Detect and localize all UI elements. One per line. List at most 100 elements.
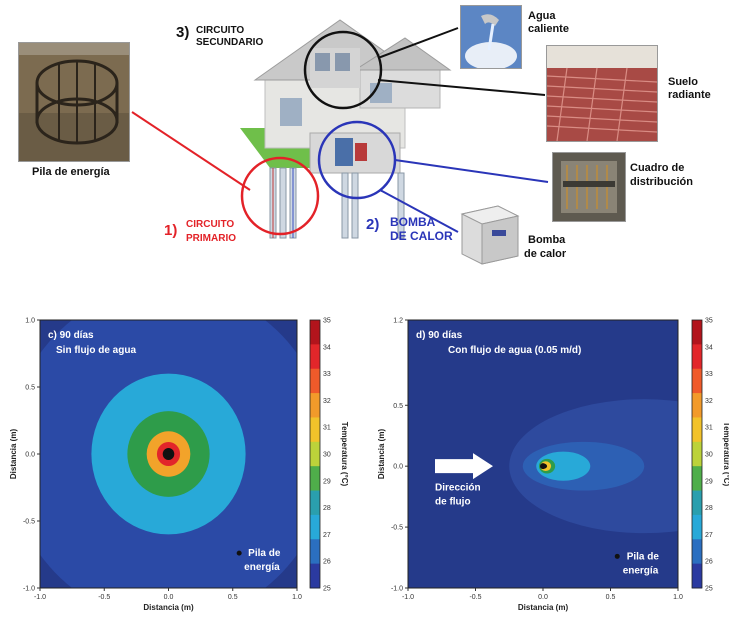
colorbar-tick-label: 31 [705,425,713,432]
distribution-panel-image [553,153,625,221]
hot-water-image [461,6,521,68]
distribution-panel-photo [552,152,626,222]
colorbar-segment [692,320,702,345]
energy-pile-point [540,463,546,470]
y-tick-label: -1.0 [23,586,35,593]
red-connector-line [131,111,251,191]
energy-pile-label: Pila de energía [32,166,110,178]
underfloor-heating-photo [546,45,658,142]
plot-title-line1: c) 90 días [48,330,94,341]
colorbar-segment [692,514,702,540]
x-tick-label: 1.0 [292,594,302,601]
chart-d: -1.0 -0.5 0.0 0.5 1.0 1.2 0.5 0.0 -0.5 -1.0 Distan… [377,318,729,613]
colorbar-label: Temperatura (°C) [340,422,349,487]
floor-line1: Suelo [668,76,698,88]
colorbar-label: Temperatura (°C) [722,422,729,487]
pump-line2: de calor [524,248,567,260]
colorbar-tick-label: 27 [323,532,331,539]
colorbar-tick-label: 26 [705,559,713,566]
colorbar-segment [310,344,320,370]
x-tick-label: -1.0 [402,594,414,601]
x-tick-label: -0.5 [469,594,481,601]
colorbar-segment [692,441,702,467]
energy-pile-point [165,451,172,457]
chart-c: -1.0 -0.5 0.0 0.5 1.0 1.0 0.5 0.0 -0.5 -1.0 Distan… [9,318,349,613]
colorbar-segment [310,441,320,467]
heat-pump-circle [317,120,397,200]
colorbar-segment [692,344,702,370]
colorbar-segment [310,563,320,589]
hot-water-line1: Agua [528,10,556,22]
y-tick-label: 0.0 [393,464,403,471]
marker-legend-dot [614,553,620,559]
colorbar-frame [309,319,321,589]
x-tick-label: 0.5 [606,594,616,601]
hot-water-photo [460,5,522,69]
circuit2-number: 2) [366,216,380,233]
colorbar-segment [692,368,702,394]
colorbar-segment [310,393,320,418]
colorbar-tick-label: 35 [323,318,331,325]
circuit1-number: 1) [164,222,178,239]
colorbar-segment [310,490,320,516]
y-axis-label: Distancia (m) [377,429,386,480]
colorbar-tick-label: 28 [323,505,331,512]
x-axis-label: Distancia (m) [143,603,194,612]
floor-line2: radiante [668,89,711,101]
circuit3-line2: SECUNDARIO [196,37,264,48]
marker-label-line1: Pila de [248,548,281,559]
x-tick-label: -1.0 [34,594,46,601]
colorbar-segment [692,539,702,565]
panel-line1: Cuadro de [630,162,685,174]
circuit2-line2: DE CALOR [390,229,453,243]
colorbar-tick-label: 34 [323,344,331,351]
x-tick-label: 1.0 [673,594,683,601]
circuit3-line1: CIRCUITO [196,25,245,36]
x-tick-label: 0.0 [164,594,174,601]
colorbar-segment [692,563,702,589]
marker-legend-dot [236,550,242,556]
flow-label-line1: Dirección [435,483,481,494]
plot-title-line2: Con flujo de agua (0.05 m/d) [448,345,581,356]
colorbar-tick-label: 30 [323,452,331,459]
colorbar-tick-label: 27 [705,532,713,539]
y-tick-label: -0.5 [23,519,35,526]
marker-label-line2: energía [244,562,280,573]
y-tick-label: 1.0 [25,318,35,325]
system-diagram: Pila de energía 3) CIRCUITO [0,0,729,300]
colorbar-segment [692,466,702,492]
colorbar-tick-label: 29 [323,478,331,485]
marker-label-line2: energía [623,565,659,576]
contour-27.5 [536,451,591,481]
colorbar-tick-label: 25 [705,586,713,593]
colorbar-segment [692,393,702,418]
colorbar-segment [310,466,320,492]
colorbar-tick-label: 31 [323,425,331,432]
y-tick-label: 0.0 [25,452,35,459]
x-tick-label: 0.5 [228,594,238,601]
x-tick-label: -0.5 [98,594,110,601]
plot-title-line2: Sin flujo de agua [56,345,136,356]
underfloor-heating-image [547,46,657,141]
black-connector-water [377,27,459,59]
blue-connector-pump [379,189,459,233]
x-tick-label: 0.0 [538,594,548,601]
circuit1-line2: PRIMARIO [186,233,236,244]
colorbar-tick-label: 25 [323,586,331,593]
flow-label-line2: de flujo [435,497,471,508]
colorbar-segment [310,539,320,565]
colorbar-segment [310,417,320,443]
black-connector-floor [377,79,546,96]
y-tick-label: 0.5 [25,385,35,392]
secondary-circuit-circle [303,30,383,110]
flow-direction-arrow [435,453,493,480]
connection-overlay [131,27,549,236]
plot-title-line1: d) 90 días [416,330,463,341]
y-tick-label: -1.0 [391,586,403,593]
x-axis-label: Distancia (m) [518,603,569,612]
circuit3-number: 3) [176,24,190,41]
circuit2-line1: BOMBA [390,215,436,229]
energy-pile-cage-image [19,43,129,161]
hot-water-line2: caliente [528,23,569,35]
primary-circuit-circle [240,156,320,236]
